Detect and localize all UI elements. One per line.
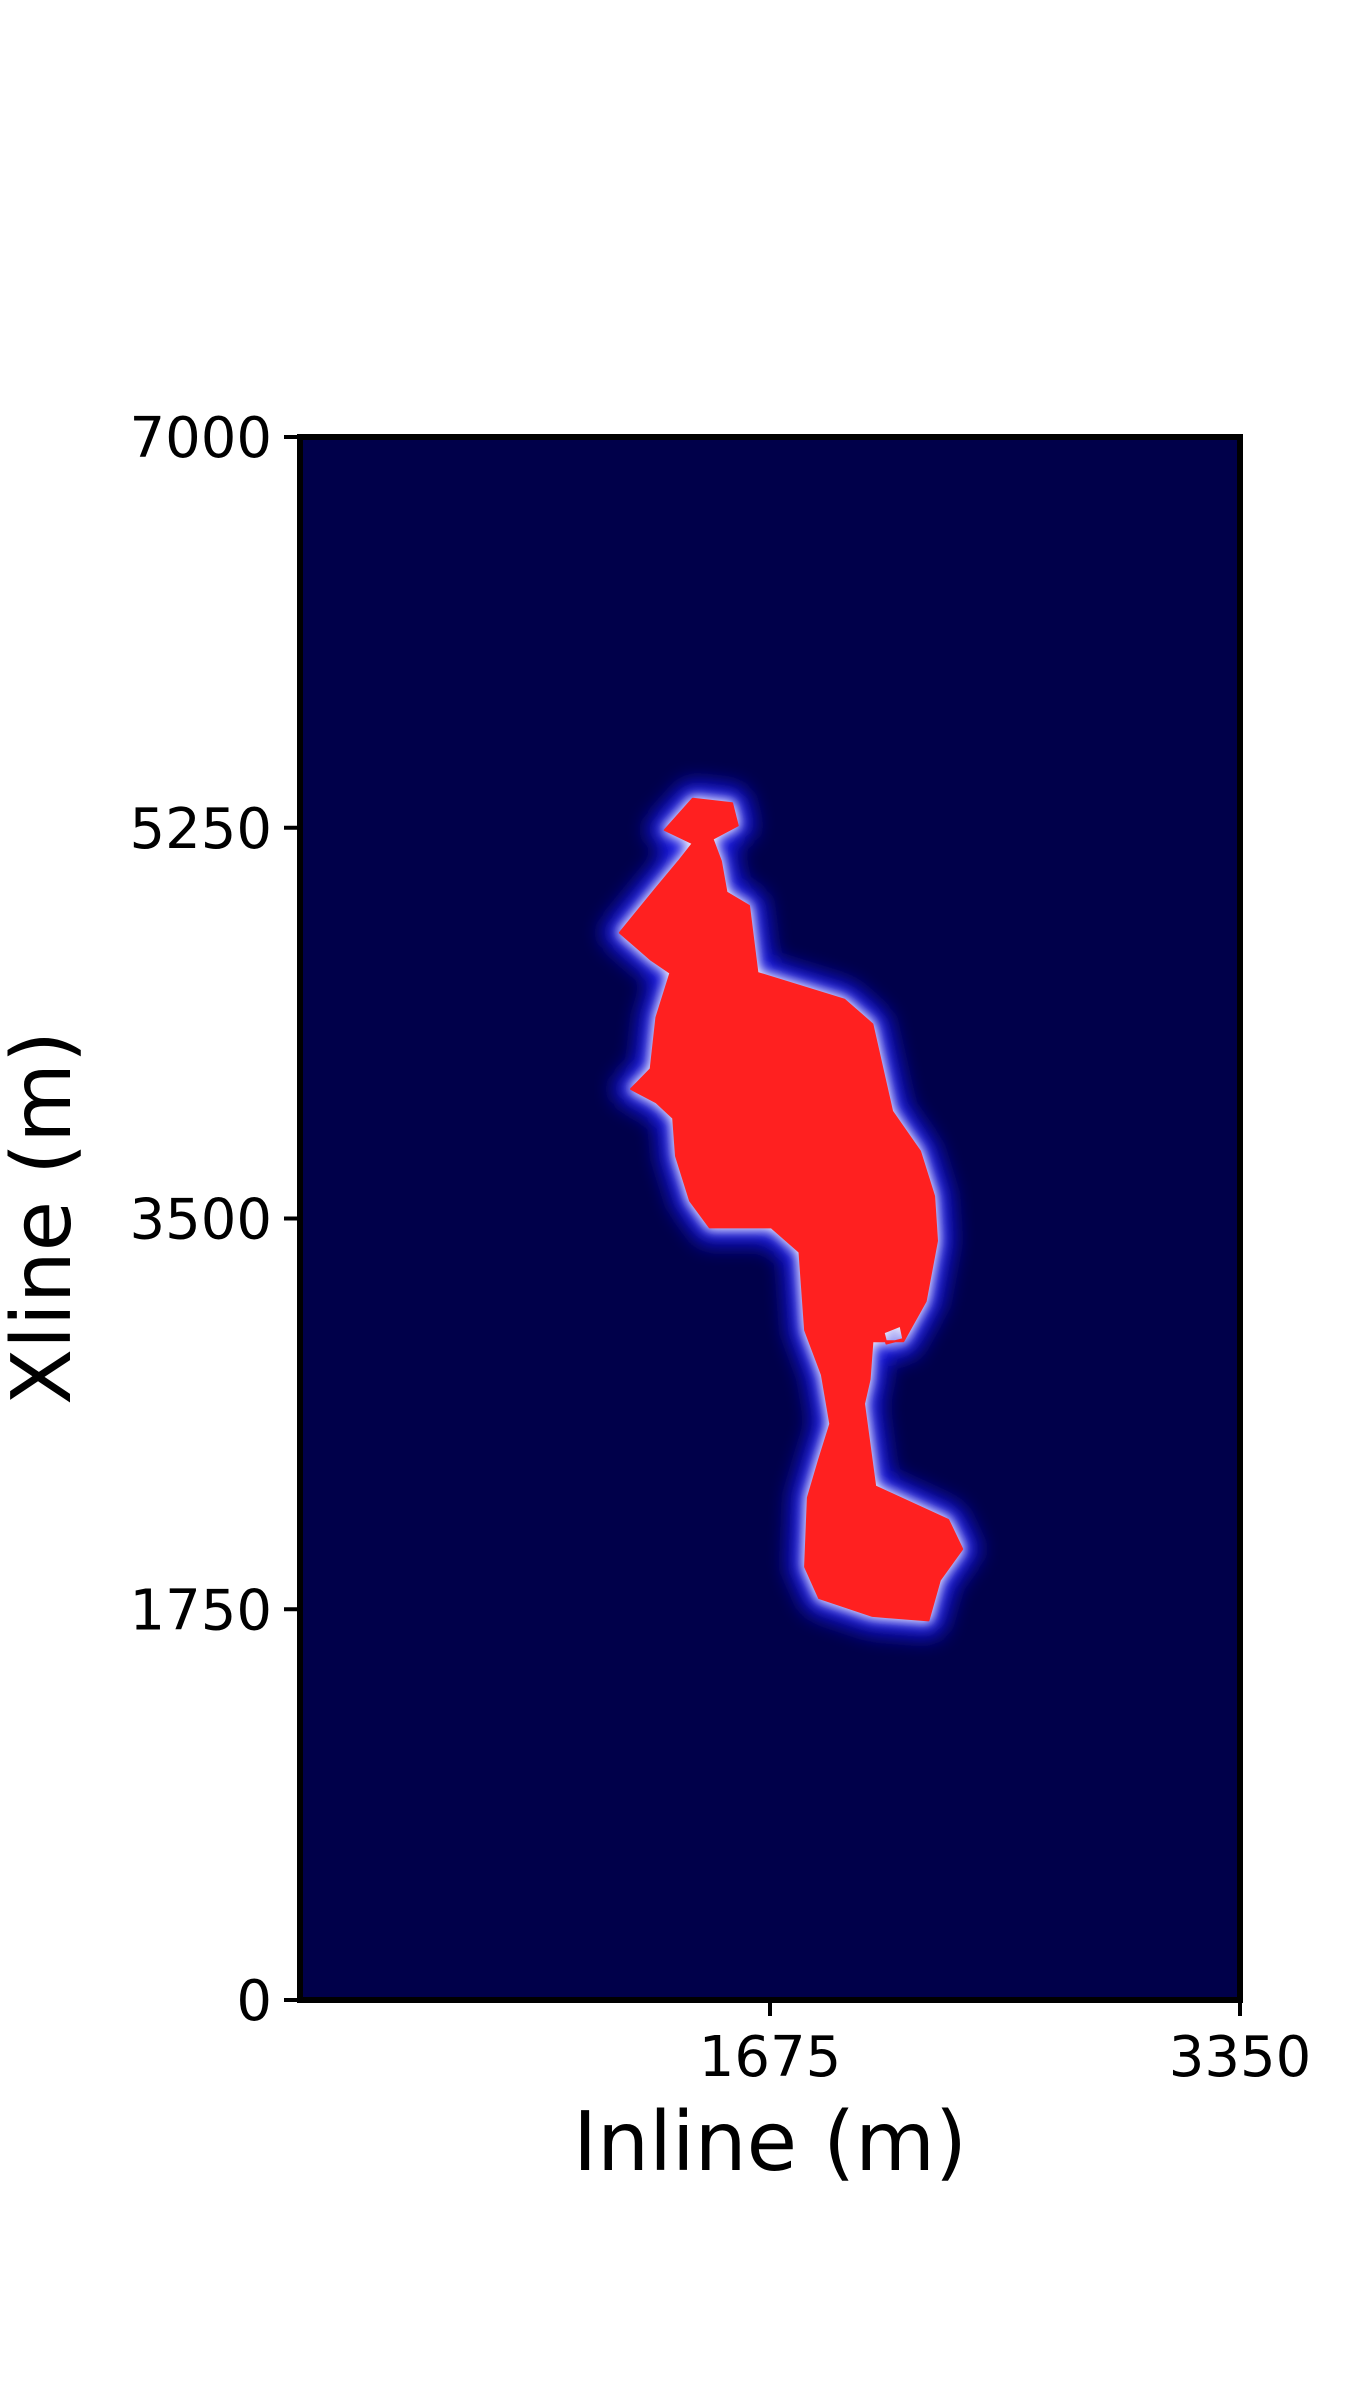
anomaly-layer (602, 781, 980, 1638)
y-tick-label: 7000 (129, 406, 272, 471)
y-tick-label: 3500 (129, 1188, 272, 1253)
plot-area (297, 434, 1243, 2003)
x-tick-label: 1675 (699, 2025, 842, 2090)
anomaly-region (618, 797, 964, 1622)
y-tick-label: 1750 (129, 1578, 272, 1643)
x-axis-title: Inline (m) (573, 2095, 967, 2190)
y-axis-title: Xline (m) (0, 1031, 90, 1405)
y-axis: 0 1750 3500 5250 7000 (129, 406, 300, 2034)
x-tick-label: 3350 (1169, 2025, 1312, 2090)
x-axis: 1675 3350 (699, 2000, 1312, 2090)
y-tick-label: 5250 (129, 797, 272, 862)
y-tick-label: 0 (236, 1969, 272, 2034)
